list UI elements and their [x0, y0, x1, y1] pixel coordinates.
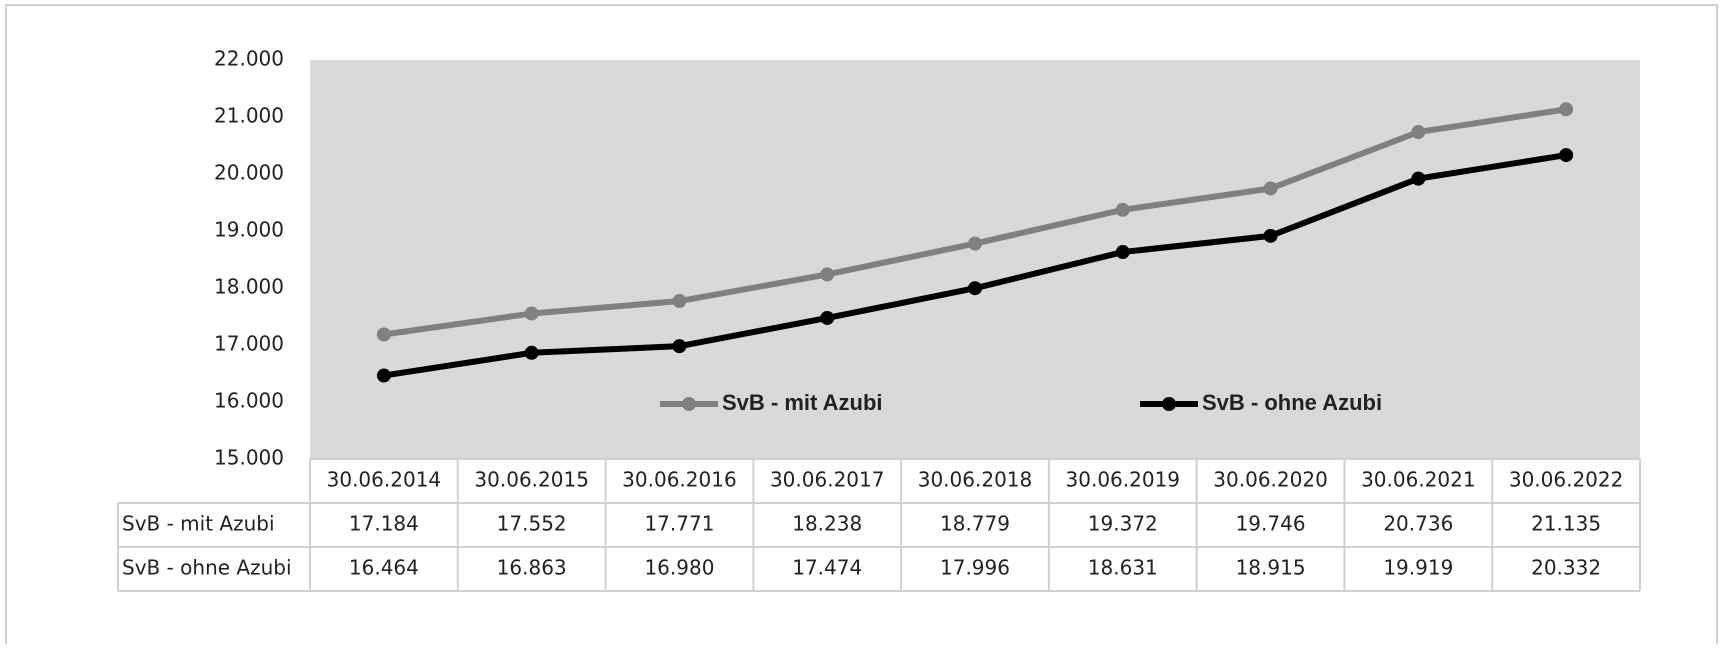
table-cell: 18.238	[792, 512, 862, 536]
point	[1411, 171, 1426, 186]
point	[524, 306, 539, 321]
point	[968, 281, 982, 296]
point	[1115, 245, 1130, 260]
plot-area	[310, 60, 1640, 459]
point	[1559, 102, 1574, 117]
y-tick-label: 22.000	[214, 47, 284, 71]
table-cell: 16.464	[349, 556, 419, 580]
point	[820, 310, 835, 325]
table-cell: 19.919	[1383, 556, 1453, 580]
table-cell: 16.863	[497, 556, 567, 580]
x-tick-label: 30.06.2021	[1361, 468, 1476, 492]
x-tick-label: 30.06.2016	[622, 468, 737, 492]
point	[376, 327, 391, 342]
x-tick-label: 30.06.2017	[770, 468, 885, 492]
x-tick-label: 30.06.2018	[918, 468, 1033, 492]
point	[1115, 202, 1130, 217]
y-tick-label: 16.000	[214, 389, 284, 413]
y-tick-label: 19.000	[214, 218, 284, 242]
x-tick-label: 30.06.2022	[1509, 468, 1624, 492]
table-cell: 17.474	[792, 556, 862, 580]
y-tick-label: 15.000	[214, 446, 284, 470]
table-cell: 17.771	[644, 512, 714, 536]
x-tick-label: 30.06.2019	[1066, 468, 1181, 492]
table-cell: 17.996	[940, 556, 1010, 580]
legend-label: SvB - ohne Azubi	[1202, 390, 1382, 415]
y-tick-label: 20.000	[214, 161, 284, 185]
table-cell: 20.332	[1531, 556, 1601, 580]
point	[1263, 228, 1278, 243]
point	[524, 345, 539, 360]
x-tick-label: 30.06.2014	[327, 468, 442, 492]
y-tick-label: 21.000	[214, 104, 284, 128]
table-cell: 18.779	[940, 512, 1010, 536]
point	[968, 236, 982, 251]
point	[1559, 148, 1574, 163]
table-cell: 17.552	[497, 512, 567, 536]
y-tick-label: 18.000	[214, 275, 284, 299]
table-row-label: SvB - mit Azubi	[122, 512, 275, 536]
point	[672, 339, 687, 354]
x-tick-label: 30.06.2015	[474, 468, 589, 492]
legend-label: SvB - mit Azubi	[722, 390, 883, 415]
table-cell: 17.184	[349, 512, 419, 536]
table-cell: 16.980	[644, 556, 714, 580]
point	[1411, 125, 1426, 140]
y-tick-label: 17.000	[214, 332, 284, 356]
legend-marker	[682, 397, 696, 411]
table-cell: 19.746	[1236, 512, 1306, 536]
point	[820, 267, 835, 282]
x-tick-label: 30.06.2020	[1213, 468, 1328, 492]
table-cell: 21.135	[1531, 512, 1601, 536]
table-cell: 18.915	[1236, 556, 1306, 580]
legend-marker	[1162, 397, 1176, 411]
point	[376, 368, 391, 383]
point	[672, 294, 687, 309]
table-cell: 20.736	[1383, 512, 1453, 536]
table-cell: 19.372	[1088, 512, 1158, 536]
table-cell: 18.631	[1088, 556, 1158, 580]
table-row-label: SvB - ohne Azubi	[122, 556, 292, 580]
point	[1263, 181, 1278, 196]
